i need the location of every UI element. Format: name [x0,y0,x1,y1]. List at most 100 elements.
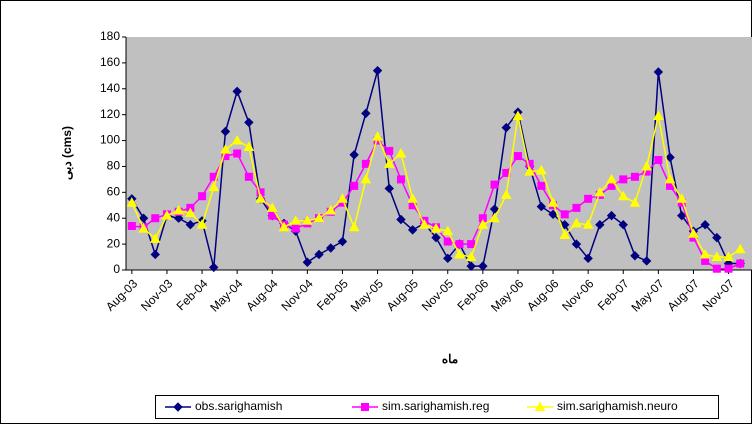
point [326,243,336,253]
point [407,225,418,235]
point [232,86,242,97]
point [734,243,746,254]
y-tick-label: 180 [100,29,120,43]
point [606,210,617,221]
point [584,194,593,203]
point [454,248,465,259]
point [500,189,512,199]
point [337,193,348,203]
point [699,248,711,259]
point [489,212,500,223]
point [220,126,231,137]
point [724,264,733,273]
point [196,219,208,229]
point [383,158,395,168]
point [301,215,313,225]
point [372,65,383,76]
point [138,213,149,223]
point [641,160,653,171]
point [466,261,476,271]
point [630,172,639,181]
point [442,225,454,236]
point [467,240,476,249]
point [350,181,359,190]
point [443,253,453,264]
legend-marker [361,403,369,411]
point [618,219,628,230]
point [314,249,324,260]
point [701,256,710,265]
point [535,164,547,175]
point [290,215,302,225]
point [700,219,710,230]
point [629,197,641,207]
point [220,144,231,154]
y-tick-label: 140 [100,81,120,95]
point [478,261,488,271]
point [712,232,722,243]
point [150,249,160,260]
y-tick-label: 40 [107,210,121,224]
x-axis-label: ماه [442,352,458,366]
point [149,233,161,243]
point [349,150,359,160]
point [537,181,546,190]
point [711,251,723,262]
point [127,221,136,230]
point [490,180,499,189]
point [185,219,196,230]
point [278,221,290,232]
point [418,219,430,229]
point [688,228,699,238]
point [723,251,734,262]
point [571,217,582,228]
point [560,219,570,230]
point [560,210,569,219]
point [208,181,220,192]
y-axis-label: دبی (cms) [60,126,74,180]
point [243,141,255,152]
point [617,190,629,201]
point [384,183,394,194]
point [665,152,675,163]
legend-label: sim.sarighamish.neuro [557,399,678,413]
point [443,237,452,246]
point [396,214,406,225]
point [126,197,138,207]
point [361,108,371,119]
y-tick-label: 60 [107,185,121,199]
point [385,146,394,155]
point [571,239,582,249]
point [652,110,664,120]
point [536,201,547,212]
point [313,212,325,223]
point [501,122,511,133]
point [619,175,628,184]
point [372,131,383,141]
point [231,135,243,145]
point [255,193,266,203]
point [524,166,536,176]
point [676,193,688,203]
y-tick-label: 160 [100,55,120,69]
point [594,186,606,197]
y-tick-label: 100 [100,133,120,147]
point [198,192,207,201]
point [664,173,676,184]
point [291,224,300,233]
point [547,197,559,207]
point [430,223,442,233]
point [161,210,173,220]
point [582,219,594,229]
point [677,210,687,221]
point [595,219,605,230]
point [233,149,242,158]
point [268,211,277,220]
point [712,264,721,273]
point [209,262,219,273]
point [173,213,184,223]
y-tick-label: 80 [107,159,121,173]
point [361,159,370,168]
point [654,155,663,164]
